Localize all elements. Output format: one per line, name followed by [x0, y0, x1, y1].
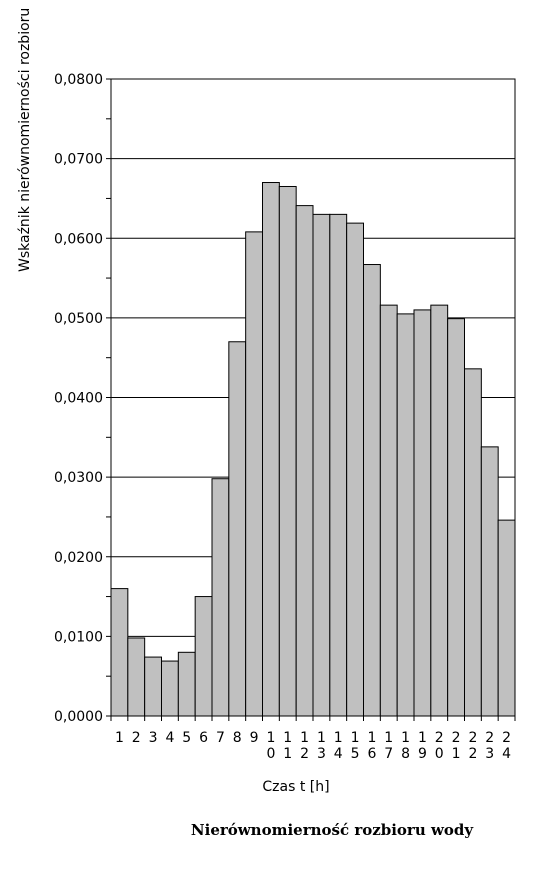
bar [228, 341, 247, 717]
y-tick-label: 0,0800 [54, 72, 103, 88]
bar [177, 651, 196, 717]
bar [413, 309, 432, 717]
bar [110, 588, 129, 717]
bar [464, 368, 482, 717]
x-tick-label: 9 [250, 730, 259, 746]
y-tick-label: 0,0200 [54, 550, 103, 566]
bars [110, 182, 516, 717]
bar [329, 213, 348, 717]
bar [346, 222, 364, 717]
x-tick-labels: 1 2 3 4 5 6 7 8 9 1 01 11 21 31 41 51 61 71 81 92 02 12 22 32 4 [115, 730, 511, 762]
y-axis-title: Wskaźnik nierównomierności rozbioru [17, 8, 33, 272]
chart-title: Nierównomierność rozbioru wody [191, 821, 474, 839]
y-tick-label: 0,0300 [54, 470, 103, 486]
bar [379, 304, 398, 717]
bar [127, 637, 146, 717]
bar [211, 478, 230, 717]
x-tick-label: 7 [216, 730, 225, 746]
bar [262, 182, 280, 717]
y-tick-label: 0,0700 [54, 152, 103, 168]
bar [194, 596, 213, 717]
y-tick-label: 0,0000 [54, 709, 103, 725]
x-tick-label: 1 [115, 730, 124, 746]
x-tick-label: 3 [149, 730, 158, 746]
bar [363, 264, 381, 717]
bar [278, 185, 297, 717]
bar [144, 656, 163, 717]
x-tick-label: 4 [165, 730, 174, 746]
x-tick-label: 6 [199, 730, 208, 746]
bar [312, 213, 331, 717]
bar [480, 446, 499, 717]
bar [447, 318, 465, 717]
y-tick-labels: 0,0000 0,0100 0,0200 0,0300 0,0400 0,0500 0,06… [54, 72, 103, 725]
bar [245, 231, 264, 717]
bar [430, 304, 449, 717]
x-tick-label: 2 [132, 730, 141, 746]
y-tick-label: 0,0400 [54, 391, 103, 407]
bar [295, 205, 314, 717]
bar [161, 660, 179, 717]
y-tick-label: 0,0100 [54, 629, 103, 645]
bar [497, 519, 516, 717]
y-tick-label: 0,0600 [54, 231, 103, 247]
y-tick-label: 0,0500 [54, 311, 103, 327]
x-tick-label: 5 [182, 730, 191, 746]
x-axis-title: Czas t [h] [262, 779, 329, 795]
bar [396, 313, 415, 717]
x-tick-label: 8 [233, 730, 242, 746]
axes [106, 78, 516, 721]
